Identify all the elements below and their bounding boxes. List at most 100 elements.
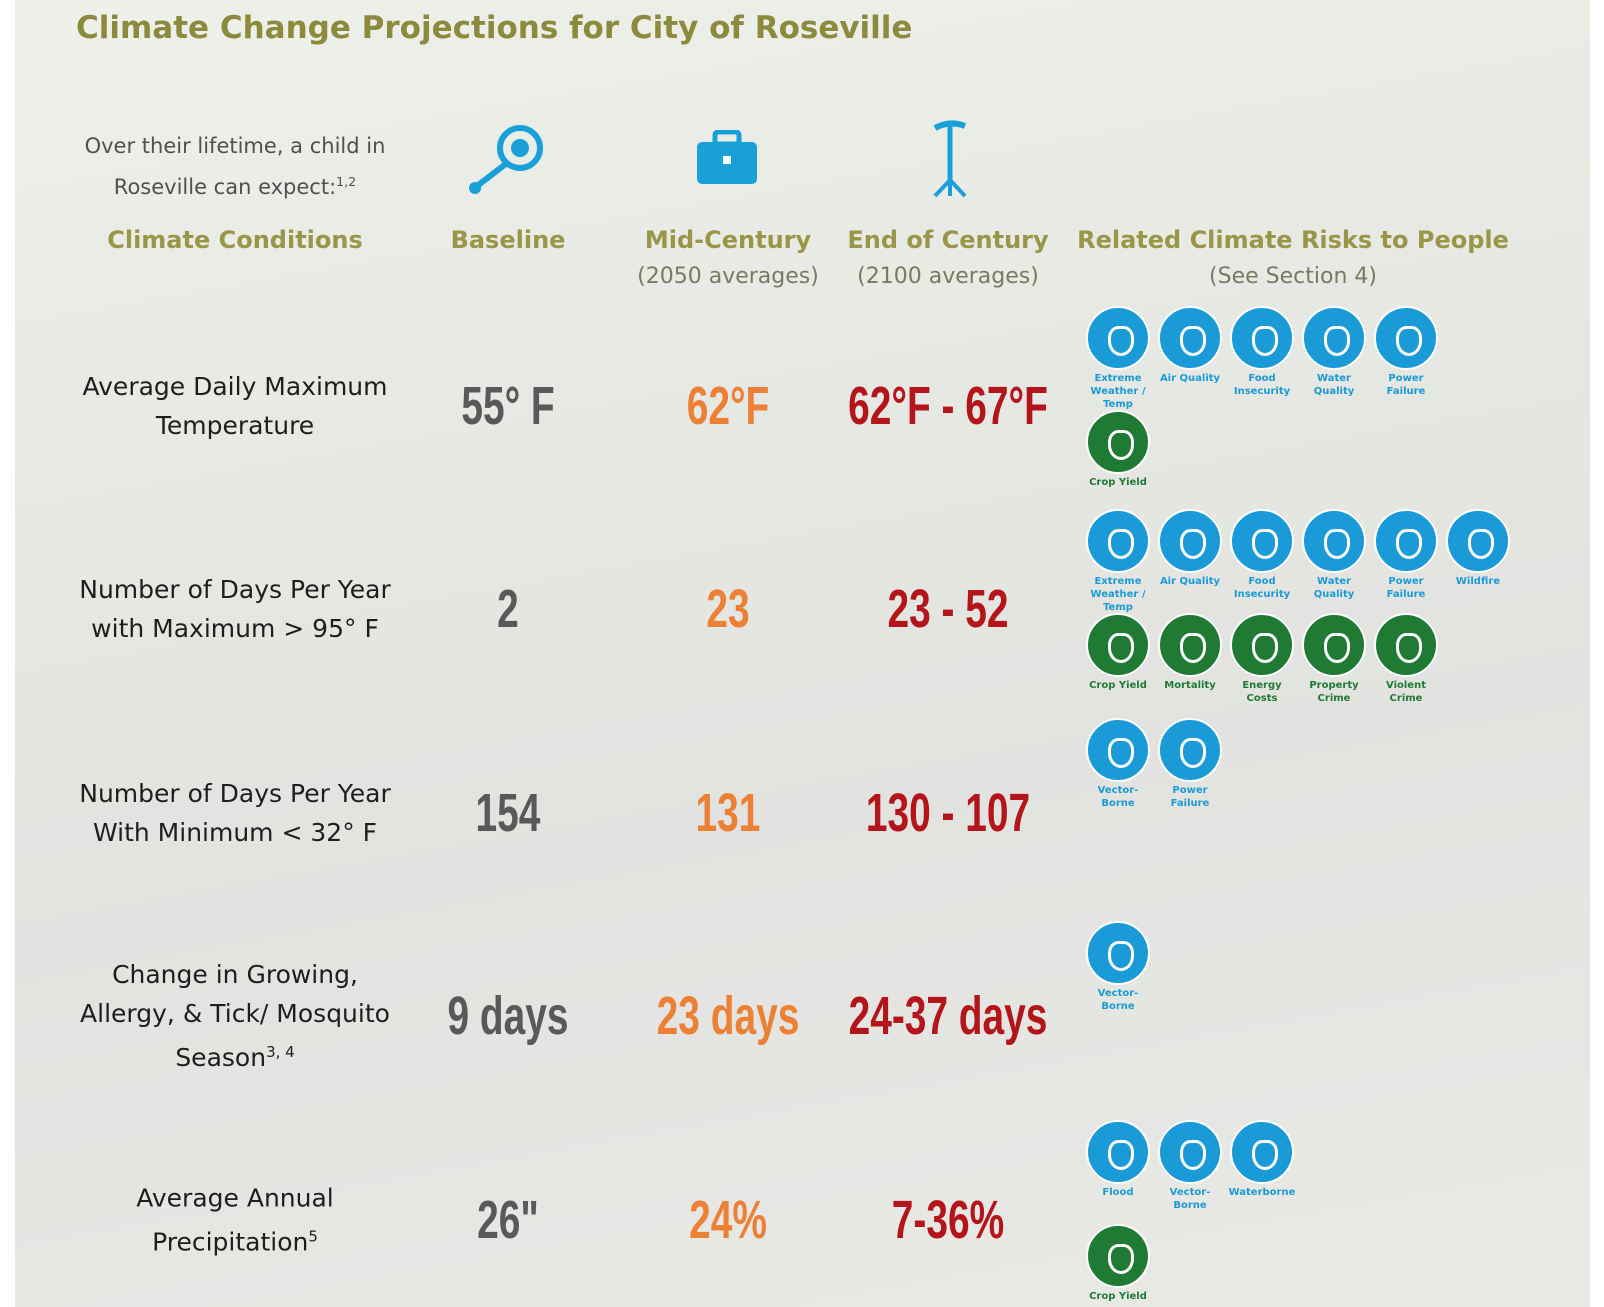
footnote: 5 <box>308 1227 318 1245</box>
risk-label: Wildfire <box>1443 575 1513 588</box>
risk-circle <box>1374 306 1438 370</box>
risk-icon: Extreme Weather / Temp <box>1083 306 1153 411</box>
risk-label: Vector-Borne <box>1155 1186 1225 1212</box>
projection-value: 131 <box>696 782 761 844</box>
risk-icon: Power Failure <box>1371 306 1441 398</box>
risk-label: Vector-Borne <box>1083 784 1153 810</box>
condition-text: Change in Growing, Allergy, & Tick/ Mosq… <box>80 960 390 1072</box>
risk-icon: Power Failure <box>1371 509 1441 601</box>
risk-label: Mortality <box>1155 679 1225 692</box>
risk-circle <box>1302 509 1366 573</box>
condition-label: Average Annual Precipitation5 <box>70 1178 400 1261</box>
risk-icon: Water Quality <box>1299 509 1369 601</box>
risk-label: Air Quality <box>1155 575 1225 588</box>
risk-label: Power Failure <box>1155 784 1225 810</box>
risk-circle <box>1086 1120 1150 1184</box>
risk-circle <box>1374 509 1438 573</box>
risk-icon: Food Insecurity <box>1227 306 1297 398</box>
briefcase-icon <box>695 130 759 186</box>
condition-label: Average Daily Maximum Temperature <box>70 367 400 445</box>
projection-value: 55° F <box>461 375 554 437</box>
projection-value: 23 days <box>657 985 800 1047</box>
risk-icon: Food Insecurity <box>1227 509 1297 601</box>
intro: Over their lifetime, a child in Rosevill… <box>60 128 410 205</box>
risk-label: Crop Yield <box>1083 679 1153 692</box>
risk-icon: Air Quality <box>1155 509 1225 588</box>
risk-circle <box>1302 306 1366 370</box>
risk-label: Power Failure <box>1371 372 1441 398</box>
risk-label: Food Insecurity <box>1227 575 1297 601</box>
projection-value: 24-37 days <box>849 985 1048 1047</box>
risk-label: Crop Yield <box>1083 476 1153 489</box>
column-header: Related Climate Risks to People <box>1077 226 1509 254</box>
risk-label: Power Failure <box>1371 575 1441 601</box>
risk-label: Property Crime <box>1299 679 1369 705</box>
risk-icon: Vector-Borne <box>1083 921 1153 1013</box>
risk-circle <box>1158 509 1222 573</box>
risk-icon: Crop Yield <box>1083 1224 1153 1303</box>
risk-label: Water Quality <box>1299 372 1369 398</box>
risk-icon: Power Failure <box>1155 718 1225 810</box>
risk-circle <box>1302 613 1366 677</box>
column-header: End of Century <box>847 226 1048 254</box>
projection-value: 130 - 107 <box>866 782 1030 844</box>
risk-icon: Extreme Weather / Temp <box>1083 509 1153 614</box>
rattle-icon <box>465 118 555 198</box>
risk-label: Flood <box>1083 1186 1153 1199</box>
condition-label: Change in Growing, Allergy, & Tick/ Mosq… <box>70 955 400 1077</box>
projection-value: 62°F <box>687 375 770 437</box>
risk-icon: Crop Yield <box>1083 410 1153 489</box>
risk-circle <box>1158 718 1222 782</box>
risk-icon: Vector-Borne <box>1083 718 1153 810</box>
intro-footnote: 1,2 <box>336 174 356 189</box>
risk-circle <box>1374 613 1438 677</box>
risk-circle <box>1446 509 1510 573</box>
intro-text: Over their lifetime, a child in Rosevill… <box>85 134 386 199</box>
condition-text: Average Daily Maximum Temperature <box>83 372 388 440</box>
risk-circle <box>1086 921 1150 985</box>
column-header: Baseline <box>451 226 566 254</box>
risk-label: Extreme Weather / Temp <box>1083 372 1153 411</box>
column-subheader: (2050 averages) <box>637 264 819 289</box>
risk-label: Waterborne <box>1227 1186 1297 1199</box>
risk-icon: Mortality <box>1155 613 1225 692</box>
projection-value: 62°F - 67°F <box>848 375 1048 437</box>
risk-icon: Water Quality <box>1299 306 1369 398</box>
risk-icon: Property Crime <box>1299 613 1369 705</box>
risk-circle <box>1230 1120 1294 1184</box>
projection-value: 7-36% <box>892 1189 1004 1251</box>
projection-value: 26" <box>477 1189 539 1251</box>
column-header: Climate Conditions <box>107 226 363 254</box>
risk-label: Crop Yield <box>1083 1290 1153 1303</box>
risk-circle <box>1086 509 1150 573</box>
risk-icon: Waterborne <box>1227 1120 1297 1199</box>
risk-icon: Energy Costs <box>1227 613 1297 705</box>
projection-value: 24% <box>689 1189 767 1251</box>
condition-text: Average Annual Precipitation <box>136 1183 334 1256</box>
column-header: Mid-Century <box>645 226 811 254</box>
risk-label: Energy Costs <box>1227 679 1297 705</box>
footnote: 3, 4 <box>266 1043 295 1061</box>
column-subheader: (See Section 4) <box>1209 264 1377 289</box>
condition-label: Number of Days Per Year with Maximum > 9… <box>70 570 400 648</box>
risk-circle <box>1086 718 1150 782</box>
risk-label: Vector-Borne <box>1083 987 1153 1013</box>
column-subheader: (2100 averages) <box>857 264 1039 289</box>
cane-icon <box>925 118 975 200</box>
projection-value: 23 <box>706 578 749 640</box>
risk-circle <box>1158 1120 1222 1184</box>
risk-circle <box>1158 613 1222 677</box>
risk-circle <box>1086 1224 1150 1288</box>
risk-label: Water Quality <box>1299 575 1369 601</box>
risk-circle <box>1230 613 1294 677</box>
risk-label: Extreme Weather / Temp <box>1083 575 1153 614</box>
risk-icon: Air Quality <box>1155 306 1225 385</box>
title: Climate Change Projections for City of R… <box>76 10 912 46</box>
projection-value: 2 <box>497 578 519 640</box>
risk-icon: Violent Crime <box>1371 613 1441 705</box>
condition-label: Number of Days Per Year With Minimum < 3… <box>70 774 400 852</box>
condition-text: Number of Days Per Year With Minimum < 3… <box>79 779 390 847</box>
projection-value: 154 <box>476 782 541 844</box>
risk-circle <box>1086 306 1150 370</box>
risk-circle <box>1158 306 1222 370</box>
